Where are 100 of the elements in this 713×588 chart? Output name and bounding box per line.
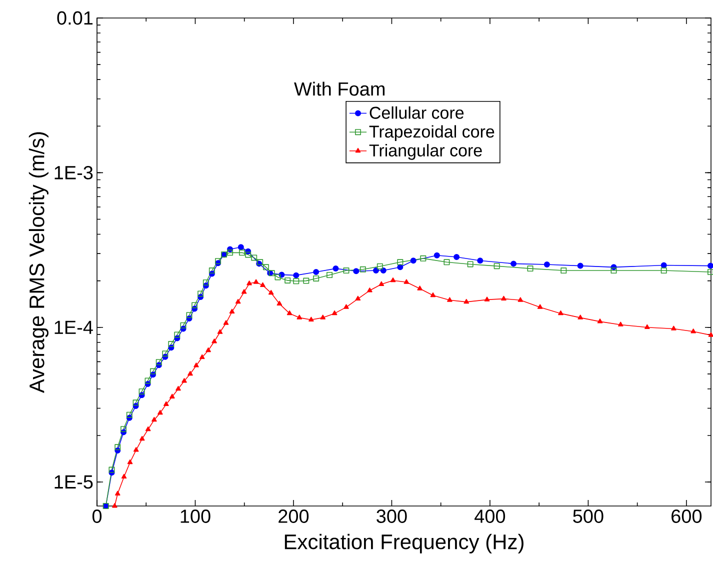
point: [293, 272, 300, 278]
point: [164, 401, 169, 406]
point: [138, 388, 145, 394]
point: [467, 261, 474, 268]
point: [353, 268, 360, 274]
point: [158, 410, 163, 415]
point: [145, 426, 151, 432]
point: [644, 324, 650, 330]
point: [404, 279, 410, 284]
point: [308, 316, 314, 322]
point: [558, 310, 564, 316]
point: [150, 368, 156, 374]
point: [274, 274, 281, 280]
x-tick-label: 500: [573, 510, 604, 523]
point: [410, 258, 416, 264]
point: [378, 281, 384, 286]
point: [464, 298, 470, 304]
point: [420, 255, 426, 262]
point: [477, 258, 484, 264]
point: [276, 300, 282, 306]
point: [186, 312, 192, 318]
point: [192, 302, 198, 308]
point: [268, 290, 274, 295]
point: [518, 297, 524, 302]
point: [121, 474, 127, 479]
point: [578, 314, 583, 320]
point: [376, 263, 383, 270]
point: [199, 354, 205, 360]
x-tick-label: 100: [180, 510, 210, 523]
point: [245, 252, 252, 258]
point: [180, 322, 186, 328]
point: [390, 277, 396, 282]
point: [577, 262, 584, 269]
y-axis-title: Average RMS Velocity (m/s): [28, 132, 48, 394]
point: [239, 250, 246, 256]
point: [296, 314, 302, 320]
point: [132, 400, 139, 406]
point: [235, 298, 241, 304]
point: [126, 412, 132, 418]
point: [660, 268, 667, 274]
point: [284, 277, 291, 284]
point: [198, 290, 204, 297]
point: [660, 262, 667, 268]
point: [690, 328, 696, 334]
point: [417, 286, 422, 290]
point: [447, 297, 452, 302]
legend-label: Trapezoidal core: [369, 125, 494, 142]
point: [326, 272, 333, 278]
point: [168, 341, 174, 348]
point: [170, 394, 175, 398]
point: [120, 426, 127, 432]
point: [708, 268, 713, 275]
point: [343, 268, 350, 274]
x-tick-label: 300: [376, 510, 407, 523]
point: [494, 263, 500, 270]
point: [303, 278, 310, 284]
legend-label: Triangular core: [369, 144, 482, 160]
point: [434, 252, 440, 258]
point: [238, 244, 244, 250]
point: [367, 288, 372, 292]
x-tick-label: 600: [672, 510, 702, 523]
point: [597, 318, 603, 324]
point: [344, 304, 349, 309]
point: [241, 289, 247, 294]
point: [360, 266, 366, 272]
point: [444, 259, 450, 266]
point: [544, 261, 550, 268]
point: [229, 308, 235, 314]
point: [194, 362, 199, 368]
point: [133, 447, 139, 452]
point: [610, 268, 617, 274]
point: [108, 466, 115, 473]
point: [188, 370, 193, 376]
point: [127, 459, 133, 464]
y-tick-label: 1E-4: [54, 320, 93, 334]
point: [320, 314, 326, 320]
point: [139, 436, 145, 441]
point: [262, 264, 269, 270]
y-tick-label: 0.01: [57, 11, 93, 25]
point: [114, 444, 121, 450]
point: [397, 259, 404, 266]
annotation: With Foam: [294, 82, 385, 96]
point: [251, 254, 258, 261]
point: [202, 280, 209, 286]
point: [293, 278, 300, 284]
point: [208, 268, 215, 274]
point: [227, 250, 234, 256]
point: [313, 268, 320, 275]
point: [162, 350, 168, 357]
point: [114, 490, 120, 496]
x-tick-label: 400: [474, 510, 506, 523]
point: [332, 266, 339, 272]
point: [537, 304, 543, 309]
point: [156, 359, 162, 366]
point: [174, 332, 180, 338]
point: [253, 279, 259, 284]
point: [112, 503, 118, 508]
legend-label: Cellular core: [370, 106, 464, 119]
point: [217, 329, 223, 334]
point: [144, 378, 151, 384]
